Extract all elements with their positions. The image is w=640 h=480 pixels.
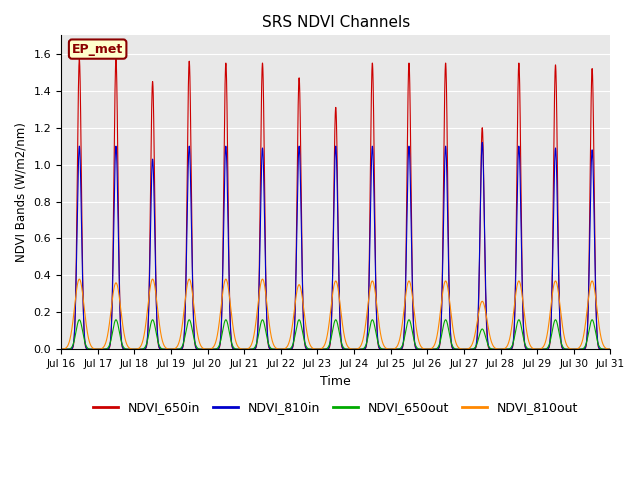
NDVI_650out: [263, 334, 271, 339]
Text: EP_met: EP_met: [72, 43, 124, 56]
NDVI_810out: [169, 346, 177, 352]
NDVI_650in: [57, 347, 65, 352]
NDVI_810in: [175, 347, 182, 352]
NDVI_810out: [490, 344, 497, 349]
NDVI_810in: [412, 344, 419, 349]
NDVI_810out: [607, 347, 614, 352]
NDVI_650out: [607, 347, 614, 352]
NDVI_810in: [607, 347, 614, 352]
NDVI_810out: [263, 300, 271, 305]
Line: NDVI_650out: NDVI_650out: [61, 320, 611, 349]
NDVI_810out: [175, 340, 182, 346]
NDVI_810out: [412, 320, 419, 326]
NDVI_650in: [607, 347, 614, 352]
NDVI_650out: [412, 342, 419, 348]
NDVI_650in: [412, 345, 419, 351]
NDVI_650out: [490, 347, 497, 352]
Line: NDVI_810in: NDVI_810in: [61, 143, 611, 349]
NDVI_810in: [605, 347, 612, 352]
X-axis label: Time: Time: [321, 374, 351, 387]
NDVI_810in: [478, 140, 486, 145]
NDVI_810out: [605, 346, 612, 352]
NDVI_810in: [169, 347, 177, 352]
NDVI_650out: [605, 347, 612, 352]
Title: SRS NDVI Channels: SRS NDVI Channels: [262, 15, 410, 30]
NDVI_650in: [175, 347, 182, 352]
Line: NDVI_810out: NDVI_810out: [61, 279, 611, 349]
NDVI_810out: [76, 276, 83, 282]
NDVI_650in: [263, 316, 271, 322]
Line: NDVI_650in: NDVI_650in: [61, 60, 611, 349]
NDVI_810in: [57, 347, 65, 352]
NDVI_810in: [263, 314, 271, 320]
NDVI_810out: [57, 347, 65, 352]
NDVI_810in: [490, 347, 497, 352]
NDVI_650out: [175, 346, 182, 352]
NDVI_650in: [605, 347, 612, 352]
NDVI_650in: [490, 347, 497, 352]
NDVI_650in: [76, 57, 83, 62]
NDVI_650out: [169, 347, 177, 352]
Legend: NDVI_650in, NDVI_810in, NDVI_650out, NDVI_810out: NDVI_650in, NDVI_810in, NDVI_650out, NDV…: [88, 396, 583, 420]
NDVI_650in: [169, 347, 177, 352]
Y-axis label: NDVI Bands (W/m2/nm): NDVI Bands (W/m2/nm): [15, 122, 28, 262]
NDVI_650out: [57, 347, 65, 352]
NDVI_650out: [76, 317, 83, 323]
